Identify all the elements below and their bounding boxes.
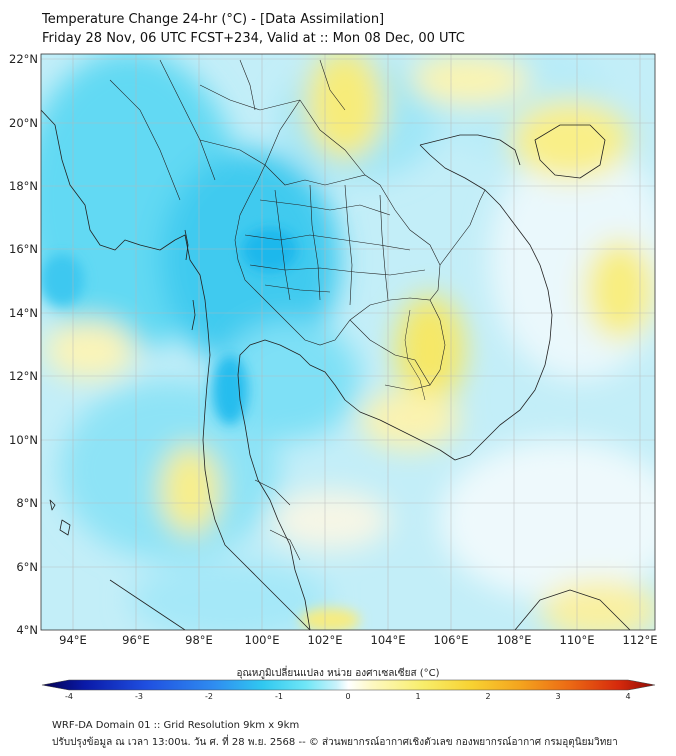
colorbar-tick: 0 <box>345 692 350 701</box>
lon-label: 98°E <box>185 633 213 647</box>
temperature-field <box>41 54 655 630</box>
lon-label: 112°E <box>623 633 658 647</box>
model-info: WRF-DA Domain 01 :: Grid Resolution 9km … <box>52 720 300 731</box>
colorbar-tick: -1 <box>275 692 283 701</box>
colorbar-tick: 1 <box>415 692 420 701</box>
lat-label: 16°N <box>9 242 38 256</box>
lat-label: 10°N <box>9 433 38 447</box>
lon-label: 96°E <box>122 633 150 647</box>
lat-label: 8°N <box>16 496 38 510</box>
colorbar-tick: 2 <box>485 692 490 701</box>
colorbar-title: อุณหภูมิเปลี่ยนแปลง หน่วย องศาเซลเซียส (… <box>236 668 440 679</box>
colorbar-tick: -4 <box>65 692 73 701</box>
colorbar-tick: 3 <box>555 692 560 701</box>
lat-label: 12°N <box>9 369 38 383</box>
colorbar-tick: -3 <box>135 692 143 701</box>
graticule <box>41 54 655 630</box>
lat-label: 22°N <box>9 52 38 66</box>
lon-label: 94°E <box>59 633 87 647</box>
lon-label: 104°E <box>371 633 406 647</box>
colorbar-ticks: -4 -3 -2 -1 0 1 2 3 4 <box>65 692 631 701</box>
latitude-labels: 22°N 20°N 18°N 16°N 14°N 12°N 10°N 8°N 6… <box>9 52 38 637</box>
lat-label: 20°N <box>9 116 38 130</box>
colorbar: -4 -3 -2 -1 0 1 2 3 4 <box>41 679 656 701</box>
lon-label: 100°E <box>245 633 280 647</box>
lat-label: 14°N <box>9 306 38 320</box>
lon-label: 106°E <box>434 633 469 647</box>
colorbar-tick: -2 <box>205 692 213 701</box>
map-frame <box>40 53 656 631</box>
lat-label: 6°N <box>16 560 38 574</box>
lon-label: 108°E <box>497 633 532 647</box>
province-borders <box>109 59 486 561</box>
coastlines <box>41 109 631 630</box>
longitude-labels: 94°E 96°E 98°E 100°E 102°E 104°E 106°E 1… <box>59 633 657 647</box>
map-title: Temperature Change 24-hr (°C) - [Data As… <box>42 12 385 27</box>
lat-label: 4°N <box>16 623 38 637</box>
lat-label: 18°N <box>9 179 38 193</box>
colorbar-tick: 4 <box>625 692 630 701</box>
temperature-change-map: 22°N 20°N 18°N 16°N 14°N 12°N 10°N 8°N 6… <box>9 52 657 647</box>
update-credit: ปรับปรุงข้อมูล ณ เวลา 13:00น. วัน ศ. ที่… <box>52 737 618 748</box>
map-subtitle: Friday 28 Nov, 06 UTC FCST+234, Valid at… <box>42 31 465 46</box>
lon-label: 102°E <box>308 633 343 647</box>
lon-label: 110°E <box>560 633 595 647</box>
